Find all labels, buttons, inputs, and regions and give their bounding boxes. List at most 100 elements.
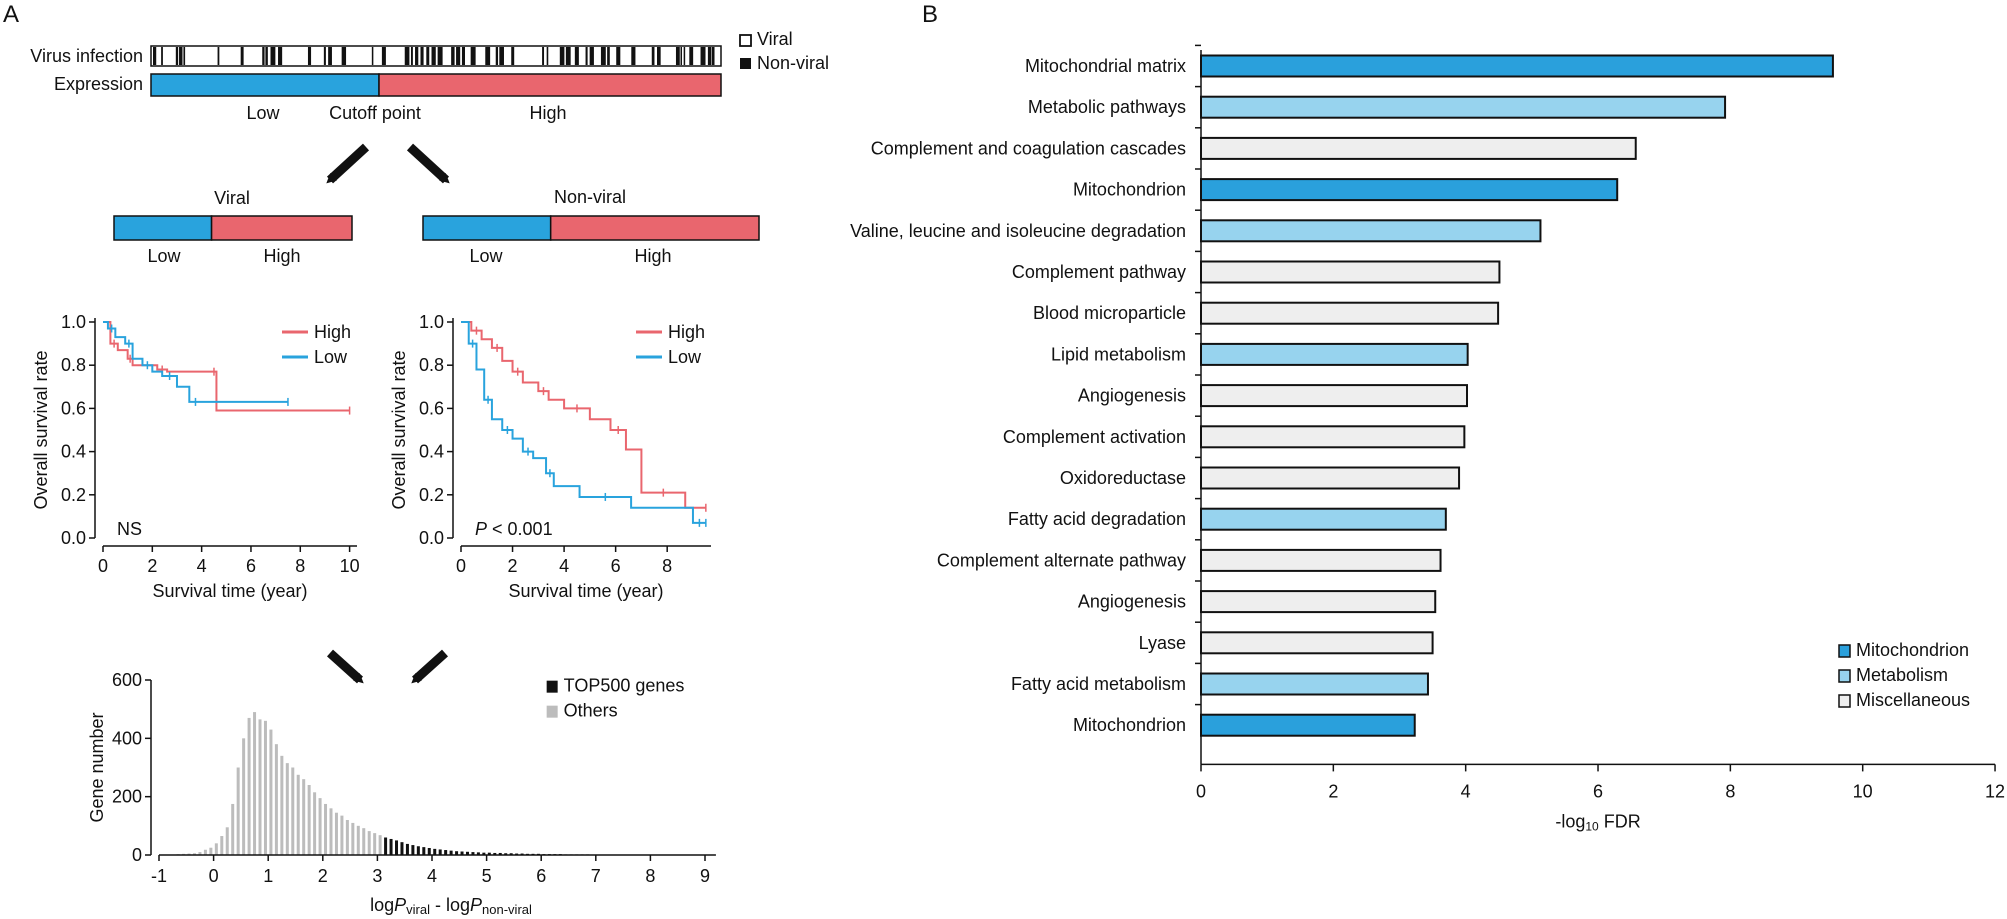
y-tick-label-0: 0 bbox=[132, 845, 142, 865]
histogram-bar bbox=[444, 850, 448, 855]
x-tick-label-2: 2 bbox=[147, 556, 157, 576]
x-tick-label-0: 0 bbox=[1196, 781, 1206, 801]
arrow-left bbox=[326, 143, 370, 184]
category-label-12: Complement alternate pathway bbox=[937, 550, 1186, 570]
barcode-stripe bbox=[542, 47, 545, 65]
y-tick-label-0-0: 0.0 bbox=[61, 528, 86, 548]
legend-label-mito: Mitochondrion bbox=[1856, 640, 1969, 660]
histogram-bar bbox=[225, 827, 229, 855]
category-label-4: Valine, leucine and isoleucine degradati… bbox=[850, 221, 1186, 241]
enrichment-bar-4 bbox=[1200, 219, 1542, 243]
expression-high-segment bbox=[378, 73, 722, 97]
y-tick-label-200: 200 bbox=[112, 787, 142, 807]
barcode-stripe bbox=[559, 47, 565, 65]
schematic: Virus infection Viral Non-viral Expressi… bbox=[30, 29, 829, 684]
histogram-bar bbox=[214, 843, 218, 855]
barcode-stripe bbox=[278, 47, 283, 65]
enrichment-bar-13 bbox=[1200, 590, 1437, 614]
legend-label-others: Others bbox=[564, 701, 618, 721]
histogram-bar bbox=[247, 717, 251, 855]
barcode-stripe bbox=[631, 47, 636, 65]
y-axis-label: Overall survival rate bbox=[31, 350, 51, 509]
enrichment-bar-16 bbox=[1200, 713, 1416, 737]
barcode-stripe bbox=[574, 47, 579, 65]
km-nonviral-chart: 0 2 4 6 8 0.0 0.2 0.4 0.6 0.8 1.0 Survival time (ye… bbox=[389, 312, 711, 601]
histogram-bar bbox=[378, 835, 382, 855]
histogram-bar bbox=[498, 852, 502, 855]
legend-viral-swatch bbox=[739, 34, 752, 47]
barcode-stripe bbox=[240, 47, 244, 65]
barcode-stripe bbox=[328, 47, 332, 65]
x-tick-label-4: 4 bbox=[559, 556, 569, 576]
legend-swatch-others bbox=[546, 705, 558, 718]
x-tick-label-8: 8 bbox=[662, 556, 672, 576]
category-label-15: Fatty acid metabolism bbox=[1011, 674, 1186, 694]
enrichment-bar-8 bbox=[1200, 384, 1469, 408]
barcode-stripe bbox=[461, 47, 466, 65]
histogram-bar bbox=[411, 845, 415, 855]
histogram-bar bbox=[367, 831, 371, 855]
enrichment-bar-3 bbox=[1200, 178, 1619, 202]
x-tick-label-0: 0 bbox=[98, 556, 108, 576]
expression-low-segment bbox=[150, 73, 380, 97]
x-tick-label-12: 12 bbox=[1985, 781, 2005, 801]
barcode-stripe bbox=[410, 47, 413, 65]
virus-infection-barcode bbox=[153, 47, 715, 65]
histogram-bar bbox=[263, 720, 267, 855]
arrow-right bbox=[406, 143, 450, 184]
category-label-3: Mitochondrion bbox=[1073, 180, 1186, 200]
category-label-1: Metabolic pathways bbox=[1028, 97, 1186, 117]
legend-label-top500: TOP500 genes bbox=[564, 676, 685, 696]
expression-low-label: Low bbox=[246, 103, 280, 123]
barcode-stripe bbox=[179, 47, 183, 65]
x-tick-label-4: 4 bbox=[427, 866, 437, 886]
y-tick-label-0-0: 0.0 bbox=[419, 528, 444, 548]
nonviral-high-segment bbox=[549, 215, 760, 241]
histogram-bar bbox=[455, 851, 459, 855]
y-tick-label-0-4: 0.4 bbox=[419, 442, 444, 462]
histogram-bar bbox=[318, 798, 322, 855]
barcode-stripe bbox=[700, 47, 706, 65]
category-label-0: Mitochondrial matrix bbox=[1025, 56, 1186, 76]
nonviral-title: Non-viral bbox=[554, 187, 626, 207]
histogram-bar bbox=[422, 847, 426, 855]
histogram-bar bbox=[509, 853, 513, 855]
enrichment-bar-9 bbox=[1200, 425, 1466, 449]
significance-label: NS bbox=[117, 519, 142, 539]
barcode-stripe bbox=[262, 47, 265, 65]
legend-label-low: Low bbox=[314, 347, 348, 367]
histogram-bar bbox=[209, 847, 213, 855]
x-tick-label-4: 4 bbox=[197, 556, 207, 576]
barcode-stripe bbox=[217, 47, 220, 65]
x-tick-label-2: 2 bbox=[508, 556, 518, 576]
legend-viral-label: Viral bbox=[757, 29, 793, 49]
barcode-stripe bbox=[265, 47, 268, 65]
enrichment-bar-5 bbox=[1200, 260, 1501, 284]
histogram-bar bbox=[285, 763, 289, 855]
barcode-stripe bbox=[426, 47, 430, 65]
barcode-stripe bbox=[651, 47, 655, 65]
histogram-bar bbox=[351, 822, 355, 855]
barcode-stripe bbox=[616, 47, 621, 65]
enrichment-bar-15 bbox=[1200, 672, 1429, 696]
histogram-bar bbox=[231, 803, 235, 855]
barcode-stripe bbox=[607, 47, 610, 65]
histogram-bar bbox=[400, 842, 404, 855]
x-tick-label-5: 5 bbox=[482, 866, 492, 886]
histogram-bar bbox=[242, 738, 246, 855]
y-tick-label-0-8: 0.8 bbox=[61, 355, 86, 375]
legend-swatch-mito bbox=[1838, 644, 1851, 658]
category-label-10: Oxidoreductase bbox=[1060, 468, 1186, 488]
arrow-bottom-left bbox=[326, 649, 364, 684]
legend-swatch-metab bbox=[1838, 669, 1851, 683]
x-tick-label-6: 6 bbox=[611, 556, 621, 576]
histogram-bar bbox=[198, 852, 202, 855]
barcode-stripe bbox=[341, 47, 347, 65]
histogram-bar bbox=[192, 853, 196, 855]
nonviral-high-label: High bbox=[634, 246, 671, 266]
x-tick-label-6: 6 bbox=[246, 556, 256, 576]
x-tick-label-8: 8 bbox=[645, 866, 655, 886]
virus-infection-label: Virus infection bbox=[30, 46, 143, 66]
y-tick-label-0-2: 0.2 bbox=[61, 485, 86, 505]
y-tick-label-0-6: 0.6 bbox=[419, 398, 444, 418]
